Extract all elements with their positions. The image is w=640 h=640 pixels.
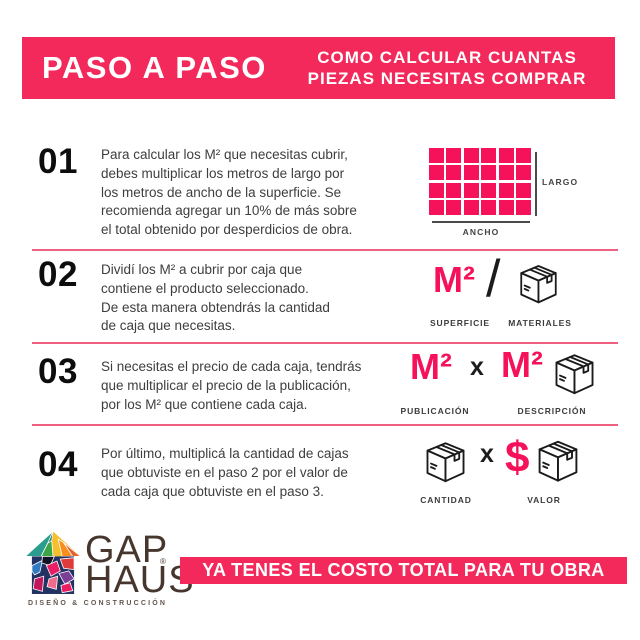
m2-symbol: M² — [433, 259, 475, 300]
step-03-number: 03 — [38, 352, 78, 391]
valor-label: VALOR — [527, 495, 561, 505]
tile — [481, 182, 497, 198]
descripcion-label: DESCRIPCIÓN — [517, 406, 587, 416]
step-04-line: Por último, multiplicá la cantidad de ca… — [101, 446, 349, 461]
step-03-line: que multiplicar el precio de la publicac… — [101, 377, 351, 393]
multiply-operator: x — [480, 440, 494, 468]
divide-operator: / — [486, 250, 501, 308]
m2-symbol: M² — [501, 344, 543, 385]
box-icon — [538, 440, 578, 482]
step-02-line: contiene el producto seleccionado. — [101, 280, 309, 296]
cantidad-label: CANTIDAD — [420, 495, 472, 505]
tile — [481, 165, 497, 181]
tile — [446, 200, 462, 216]
tile — [429, 148, 444, 163]
tile — [446, 182, 462, 198]
registered-mark: ® — [160, 557, 166, 566]
step-03-line: Si necesitas el precio de cada caja, ten… — [101, 359, 362, 374]
step-01-line: los metros de ancho de la superficie. Se — [101, 184, 342, 200]
step-01-number: 01 — [38, 142, 78, 181]
header-subtitle-line2: PIEZAS NECESITAS COMPRAR — [307, 69, 587, 88]
header-subtitle-line1: COMO CALCULAR CUANTAS — [317, 48, 577, 67]
step-03-line: por los M² que contiene cada caja. — [101, 396, 308, 412]
step-01-line: Para calcular los M² que necesitas cubri… — [101, 147, 348, 162]
step-04-number: 04 — [38, 445, 78, 484]
tile — [515, 148, 531, 163]
divider — [32, 342, 618, 345]
brand-tagline: DISEÑO & CONSTRUCCIÓN — [28, 600, 168, 607]
box-icon — [520, 265, 557, 304]
tile — [498, 182, 514, 198]
divider — [32, 249, 618, 252]
tile — [463, 182, 479, 198]
publicacion-label: PUBLICACIÓN — [400, 406, 470, 416]
step-02-line: de caja que necesitas. — [101, 318, 236, 334]
m2-symbol: M² — [410, 346, 452, 387]
tile — [498, 148, 514, 163]
superficie-label: SUPERFICIE — [429, 318, 490, 328]
tile — [429, 165, 444, 181]
step-02-line: Dividí los M² a cubrir por caja que — [101, 262, 303, 277]
step-01-line: recomienda agregar un 10% de más sobre — [101, 203, 357, 219]
step-04-line: cada caja que obtuviste en el paso 3. — [101, 483, 324, 499]
tile — [463, 148, 479, 163]
step-01-description: Para calcular los M² que necesitas cubri… — [101, 146, 357, 240]
tile — [515, 200, 531, 216]
tile — [446, 165, 462, 181]
multiply-operator: x — [470, 353, 484, 381]
step-01-line: el total obtenido por desperdicios de ob… — [101, 222, 353, 238]
tile — [481, 148, 497, 163]
tile — [515, 165, 531, 181]
tile — [498, 165, 514, 181]
step-02-description: Dividí los M² a cubrir por caja que cont… — [101, 261, 330, 336]
step-04-line: que obtuviste en el paso 2 por el valor … — [101, 464, 348, 480]
largo-measure-line — [535, 152, 537, 216]
step-01-line: debes multiplicar los metros de largo po… — [101, 165, 345, 181]
page-title: PASO A PASO — [42, 50, 267, 85]
tile — [429, 182, 444, 198]
ancho-label: ANCHO — [462, 227, 500, 237]
brand-name: GAP HAUS — [85, 529, 195, 601]
largo-label: LARGO — [542, 177, 579, 187]
header-band: PASO A PASO COMO CALCULAR CUANTAS PIEZAS… — [22, 37, 615, 99]
divider — [32, 424, 618, 427]
header-subtitle: COMO CALCULAR CUANTAS PIEZAS NECESITAS C… — [293, 47, 601, 89]
tile — [446, 148, 462, 163]
tile — [463, 200, 479, 216]
step-04-description: Por último, multiplicá la cantidad de ca… — [101, 445, 349, 501]
brand-name-line2: HAUS — [85, 559, 195, 601]
box-icon — [555, 354, 594, 395]
tile — [429, 200, 444, 216]
box-icon — [426, 442, 465, 483]
step-03-description: Si necesitas el precio de cada caja, ten… — [101, 358, 361, 414]
tile — [463, 165, 479, 181]
tile-grid-icon — [429, 148, 531, 216]
materiales-label: MATERIALES — [508, 318, 572, 328]
tile — [515, 182, 531, 198]
footer-banner: YA TENES EL COSTO TOTAL PARA TU OBRA — [180, 557, 627, 584]
step-02-number: 02 — [38, 255, 78, 294]
dollar-symbol: $ — [505, 433, 530, 482]
ancho-measure-line — [432, 221, 530, 223]
gaphaus-house-icon — [24, 531, 82, 594]
brand-name-line1: GAP — [85, 529, 169, 571]
step-02-line: De esta manera obtendrás la cantidad — [101, 299, 330, 315]
tile — [481, 200, 497, 216]
tile — [498, 200, 514, 216]
